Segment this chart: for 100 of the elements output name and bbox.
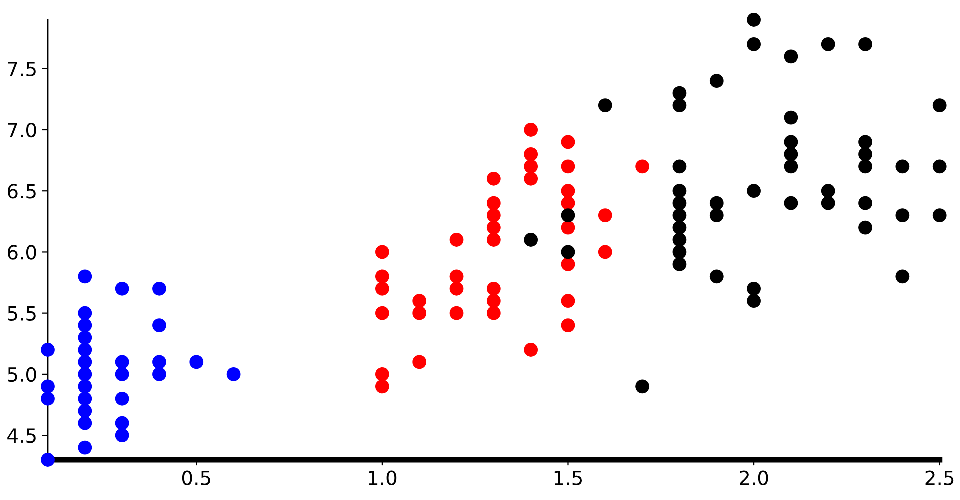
point xyxy=(672,258,687,272)
point xyxy=(412,294,427,308)
point xyxy=(41,343,55,357)
point xyxy=(78,318,92,332)
point xyxy=(672,196,687,210)
point xyxy=(78,355,92,370)
point xyxy=(561,160,576,174)
point xyxy=(78,343,92,357)
point xyxy=(561,135,576,150)
point xyxy=(115,368,130,382)
point xyxy=(152,368,166,382)
point xyxy=(115,416,130,430)
point xyxy=(784,50,798,64)
point xyxy=(598,208,612,222)
point xyxy=(747,38,761,52)
point xyxy=(636,380,650,394)
point xyxy=(486,208,501,222)
point xyxy=(932,98,947,112)
point xyxy=(710,208,724,222)
point xyxy=(710,74,724,88)
point xyxy=(115,282,130,296)
x-tick-label: 2.5 xyxy=(926,470,954,486)
point xyxy=(672,98,687,112)
point xyxy=(672,245,687,260)
point xyxy=(450,282,464,296)
point xyxy=(78,270,92,284)
point xyxy=(375,380,390,394)
point xyxy=(115,392,130,406)
point xyxy=(375,270,390,284)
point xyxy=(858,220,872,235)
point xyxy=(858,135,872,150)
point xyxy=(78,404,92,418)
point xyxy=(821,196,836,210)
point xyxy=(41,453,55,467)
point xyxy=(78,380,92,394)
point xyxy=(450,306,464,320)
point xyxy=(747,282,761,296)
point xyxy=(672,233,687,247)
point xyxy=(524,343,538,357)
point xyxy=(152,282,166,296)
point xyxy=(858,148,872,162)
point xyxy=(78,368,92,382)
point xyxy=(784,196,798,210)
point xyxy=(375,306,390,320)
point xyxy=(486,220,501,235)
point xyxy=(672,160,687,174)
y-tick-label: 6.5 xyxy=(8,184,36,199)
point xyxy=(486,282,501,296)
point xyxy=(561,294,576,308)
point xyxy=(672,86,687,100)
point xyxy=(561,184,576,198)
point xyxy=(78,416,92,430)
x-tick-label: 0.5 xyxy=(182,470,210,486)
y-tick-label: 5.0 xyxy=(8,367,36,382)
point xyxy=(561,318,576,332)
point xyxy=(896,208,910,222)
point xyxy=(450,270,464,284)
point xyxy=(524,172,538,186)
point xyxy=(858,196,872,210)
point xyxy=(115,355,130,370)
point xyxy=(375,368,390,382)
point xyxy=(747,184,761,198)
point xyxy=(784,110,798,125)
x-tick-label: 1.0 xyxy=(369,470,397,486)
point xyxy=(152,318,166,332)
point xyxy=(896,270,910,284)
point xyxy=(524,233,538,247)
y-tick-label: 6.0 xyxy=(8,245,36,260)
point xyxy=(821,184,836,198)
point xyxy=(672,220,687,235)
point xyxy=(190,355,204,370)
point xyxy=(78,306,92,320)
point xyxy=(932,208,947,222)
point xyxy=(78,440,92,455)
y-tick-label: 5.5 xyxy=(8,306,36,321)
point xyxy=(375,245,390,260)
point xyxy=(226,368,241,382)
point xyxy=(486,172,501,186)
point xyxy=(858,160,872,174)
point xyxy=(561,220,576,235)
point xyxy=(821,38,836,52)
point xyxy=(561,258,576,272)
point xyxy=(932,160,947,174)
x-tick-label: 2.0 xyxy=(740,470,768,486)
point xyxy=(524,148,538,162)
point xyxy=(41,380,55,394)
point xyxy=(598,98,612,112)
point xyxy=(858,38,872,52)
point xyxy=(412,306,427,320)
point xyxy=(450,233,464,247)
point xyxy=(561,245,576,260)
point xyxy=(636,160,650,174)
point xyxy=(896,160,910,174)
x-tick-label: 1.5 xyxy=(554,471,582,486)
point xyxy=(486,306,501,320)
point xyxy=(152,355,166,370)
point xyxy=(784,135,798,150)
point xyxy=(784,148,798,162)
point xyxy=(78,330,92,345)
point xyxy=(747,13,761,27)
